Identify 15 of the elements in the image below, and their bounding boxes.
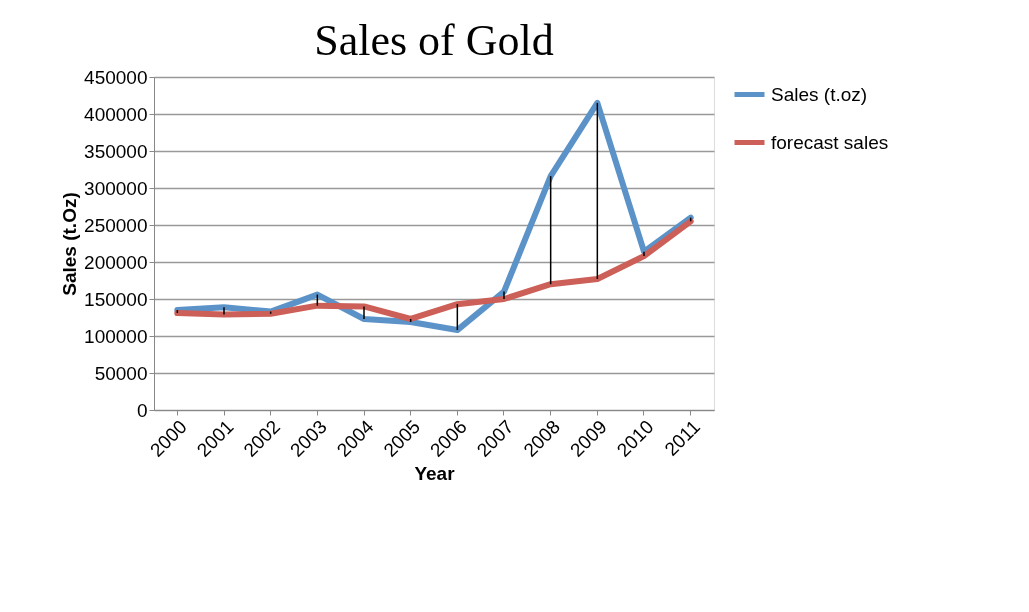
y-tick-label: 150000 [84, 288, 148, 310]
legend-label: Sales (t.oz) [771, 83, 868, 105]
y-tick-label: 300000 [84, 177, 148, 199]
chart-title: Sales of Gold [314, 16, 554, 65]
x-axis-title: Year [414, 462, 456, 484]
y-tick-label: 100000 [84, 325, 148, 347]
legend-label: forecast sales [771, 131, 889, 153]
y-tick-label: 200000 [84, 251, 148, 273]
y-axis-title: Sales (t.Oz) [59, 192, 81, 296]
y-tick-label: 400000 [84, 103, 148, 125]
y-tick-label: 0 [136, 399, 148, 421]
y-tick-label: 50000 [94, 362, 148, 384]
y-tick-label: 250000 [84, 214, 148, 236]
y-tick-label: 350000 [84, 140, 148, 162]
y-tick-label: 450000 [84, 66, 148, 88]
